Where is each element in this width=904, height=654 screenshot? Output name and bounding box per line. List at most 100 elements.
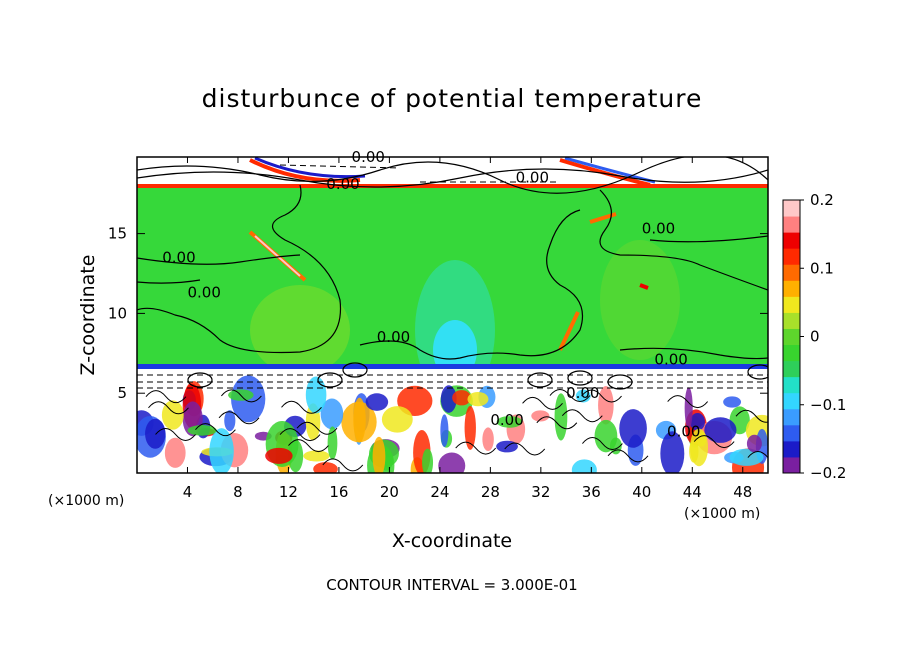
x-tick-label: 44 <box>683 483 702 501</box>
contour-label: 0.00 <box>667 422 700 440</box>
colorbar-tick-label: −0.2 <box>810 464 846 482</box>
turbulence-cell <box>209 428 234 473</box>
x-unit-left: (×1000 m) <box>48 493 124 509</box>
turbulence-cell <box>690 412 705 431</box>
colorbar-swatch <box>783 280 800 297</box>
contour-label: 0.00 <box>654 350 687 368</box>
turbulence-contour <box>288 439 329 453</box>
y-tick-label: 15 <box>108 225 127 243</box>
colorbar-swatch <box>783 200 800 217</box>
x-tick-label: 36 <box>582 483 601 501</box>
colorbar-swatch <box>783 328 800 346</box>
turbulence-contour <box>735 409 768 423</box>
colorbar-swatch <box>783 296 800 313</box>
x-tick-label: 12 <box>279 483 298 501</box>
interface-swirl <box>342 362 368 378</box>
x-tick-label: 40 <box>632 483 651 501</box>
turbulence-cell <box>440 414 449 448</box>
contour-label: 0.00 <box>326 175 359 193</box>
contour-lines <box>137 157 768 360</box>
y-tick-label: 5 <box>117 384 127 402</box>
turbulence-contour <box>279 428 321 442</box>
turbulence-cell <box>723 396 742 408</box>
turbulence-cell <box>575 389 591 403</box>
turbulence-cell <box>303 450 330 462</box>
turbulence-contour <box>148 401 189 415</box>
turbulence-cell <box>313 462 338 473</box>
x-tick-label: 4 <box>183 483 193 501</box>
turbulence-contour <box>667 395 709 409</box>
x-unit-right: (×1000 m) <box>684 506 760 522</box>
turbulence-contour <box>581 389 622 403</box>
interface-swirl <box>317 372 343 388</box>
turbulence-cell <box>341 401 377 443</box>
turbulence-cell <box>422 448 434 473</box>
turbulence-cell <box>161 400 184 430</box>
turbulence-cell <box>381 406 413 433</box>
turbulence-cell <box>145 418 166 449</box>
light-green-patch <box>600 240 680 360</box>
turbulence-cell <box>365 393 389 411</box>
turbulence-cell <box>305 376 327 414</box>
turbulence-cell <box>496 416 523 428</box>
colorbar-swatch <box>783 392 800 410</box>
upper-streak <box>249 158 361 183</box>
x-tick-label: 24 <box>430 483 449 501</box>
turbulence-contour <box>145 390 187 404</box>
colorbar-swatch <box>783 376 800 394</box>
turbulence-cell <box>684 387 693 429</box>
turbulence-contour <box>296 421 338 435</box>
turbulence-cell <box>594 419 618 453</box>
turbulence-cell <box>397 385 433 416</box>
x-tick-label: 48 <box>733 483 752 501</box>
turbulence-cell <box>660 431 685 473</box>
colorbar-swatch <box>783 408 800 426</box>
colorbar <box>783 200 800 474</box>
colorbar-swatch <box>783 360 800 378</box>
contour-label-group: 0.00 0.00 0.00 0.00 0.00 0.00 0.00 0.00 0.00 0.00… <box>162 148 700 441</box>
turbulence-cell <box>320 398 344 430</box>
interface-swirl <box>567 370 593 386</box>
chart-title: disturbunce of potential temperature <box>201 84 703 113</box>
turbulence-cell <box>164 437 186 468</box>
contour-label: 0.00 <box>352 148 385 166</box>
colorbar-swatch <box>783 456 800 474</box>
y-tick-label: 10 <box>108 304 127 322</box>
turbulence-cell <box>598 385 614 425</box>
turbulence-cell <box>187 425 217 436</box>
x-axis-label: X-coordinate <box>392 530 512 552</box>
turbulence-contour <box>549 389 591 403</box>
band-streak <box>558 311 580 351</box>
turbulence-contour <box>455 441 497 455</box>
turbulence-contour <box>504 442 546 456</box>
contour-label: 0.00 <box>566 384 599 402</box>
interface-swirl <box>747 364 768 380</box>
turbulence-cell <box>619 409 647 448</box>
turbulence-cell <box>464 405 476 450</box>
colorbar-swatch <box>783 440 800 458</box>
turbulence-cell <box>690 428 709 467</box>
contour-label: 0.00 <box>490 411 523 429</box>
turbulence-cell <box>288 439 304 473</box>
contour-label: 0.00 <box>377 328 410 346</box>
turbulence-cell <box>531 410 550 422</box>
turbulence-contour <box>155 427 196 441</box>
light-green-patch <box>250 285 350 375</box>
turbulence-contour <box>607 449 649 463</box>
colorbar-swatch <box>783 216 800 233</box>
turbulence-contour <box>281 400 322 414</box>
x-tick-label: 8 <box>233 483 243 501</box>
contour-label: 0.00 <box>187 283 220 301</box>
turbulence-cell <box>265 447 293 464</box>
turbulence-contour <box>322 458 364 472</box>
colorbar-tick-label: −0.1 <box>810 396 846 414</box>
y-axis: 5 10 15 <box>108 225 768 402</box>
band-streak <box>254 235 301 277</box>
colorbar-tick-label: 0 <box>810 328 820 346</box>
turbulence-cell <box>467 391 489 407</box>
turbulence-cell <box>372 436 386 473</box>
x-tick-label: 28 <box>481 483 500 501</box>
colorbar-swatch <box>783 424 800 442</box>
colorbar-swatch <box>783 312 800 329</box>
colorbar-swatch <box>783 264 800 281</box>
